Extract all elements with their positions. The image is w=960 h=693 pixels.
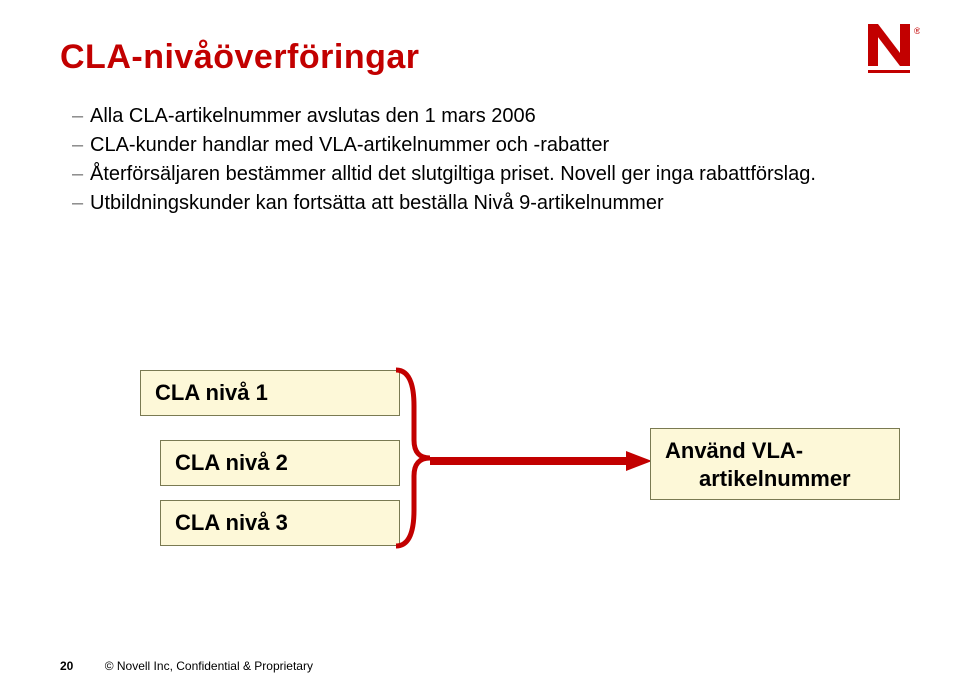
- diagram-area: CLA nivå 1 CLA nivå 2 CLA nivå 3 Använd …: [0, 370, 960, 610]
- logo-n-icon: [868, 24, 910, 66]
- cla-level-2-box: CLA nivå 2: [160, 440, 400, 486]
- bullet-text: Alla CLA-artikelnummer avslutas den 1 ma…: [90, 103, 900, 130]
- vla-label-line1: Använd VLA-: [665, 437, 885, 465]
- vla-box: Använd VLA- artikelnummer: [650, 428, 900, 500]
- dash-icon: –: [72, 161, 90, 188]
- cla-level-3-label: CLA nivå 3: [175, 510, 288, 536]
- bullet-item: – Utbildningskunder kan fortsätta att be…: [72, 190, 900, 217]
- cla-level-1-box: CLA nivå 1: [140, 370, 400, 416]
- cla-level-3-box: CLA nivå 3: [160, 500, 400, 546]
- bullet-text: Återförsäljaren bestämmer alltid det slu…: [90, 161, 900, 188]
- cla-level-1-label: CLA nivå 1: [155, 380, 268, 406]
- bullet-list: – Alla CLA-artikelnummer avslutas den 1 …: [60, 103, 900, 217]
- bullet-item: – CLA-kunder handlar med VLA-artikelnumm…: [72, 132, 900, 159]
- bullet-text: Utbildningskunder kan fortsätta att best…: [90, 190, 900, 217]
- dash-icon: –: [72, 132, 90, 159]
- page-number: 20: [60, 659, 73, 673]
- trademark-icon: ®: [914, 26, 920, 36]
- footer: 20 © Novell Inc, Confidential & Propriet…: [60, 659, 313, 673]
- brace-icon: [392, 366, 432, 550]
- cla-level-2-label: CLA nivå 2: [175, 450, 288, 476]
- bullet-item: – Alla CLA-artikelnummer avslutas den 1 …: [72, 103, 900, 130]
- page-title: CLA-nivåöverföringar: [60, 38, 900, 77]
- novell-logo: ®: [864, 20, 920, 76]
- bullet-text: CLA-kunder handlar med VLA-artikelnummer…: [90, 132, 900, 159]
- dash-icon: –: [72, 190, 90, 217]
- bullet-item: – Återförsäljaren bestämmer alltid det s…: [72, 161, 900, 188]
- dash-icon: –: [72, 103, 90, 130]
- footer-text: © Novell Inc, Confidential & Proprietary: [105, 659, 313, 673]
- vla-label-line2: artikelnummer: [665, 465, 885, 493]
- arrow-icon: [430, 448, 652, 474]
